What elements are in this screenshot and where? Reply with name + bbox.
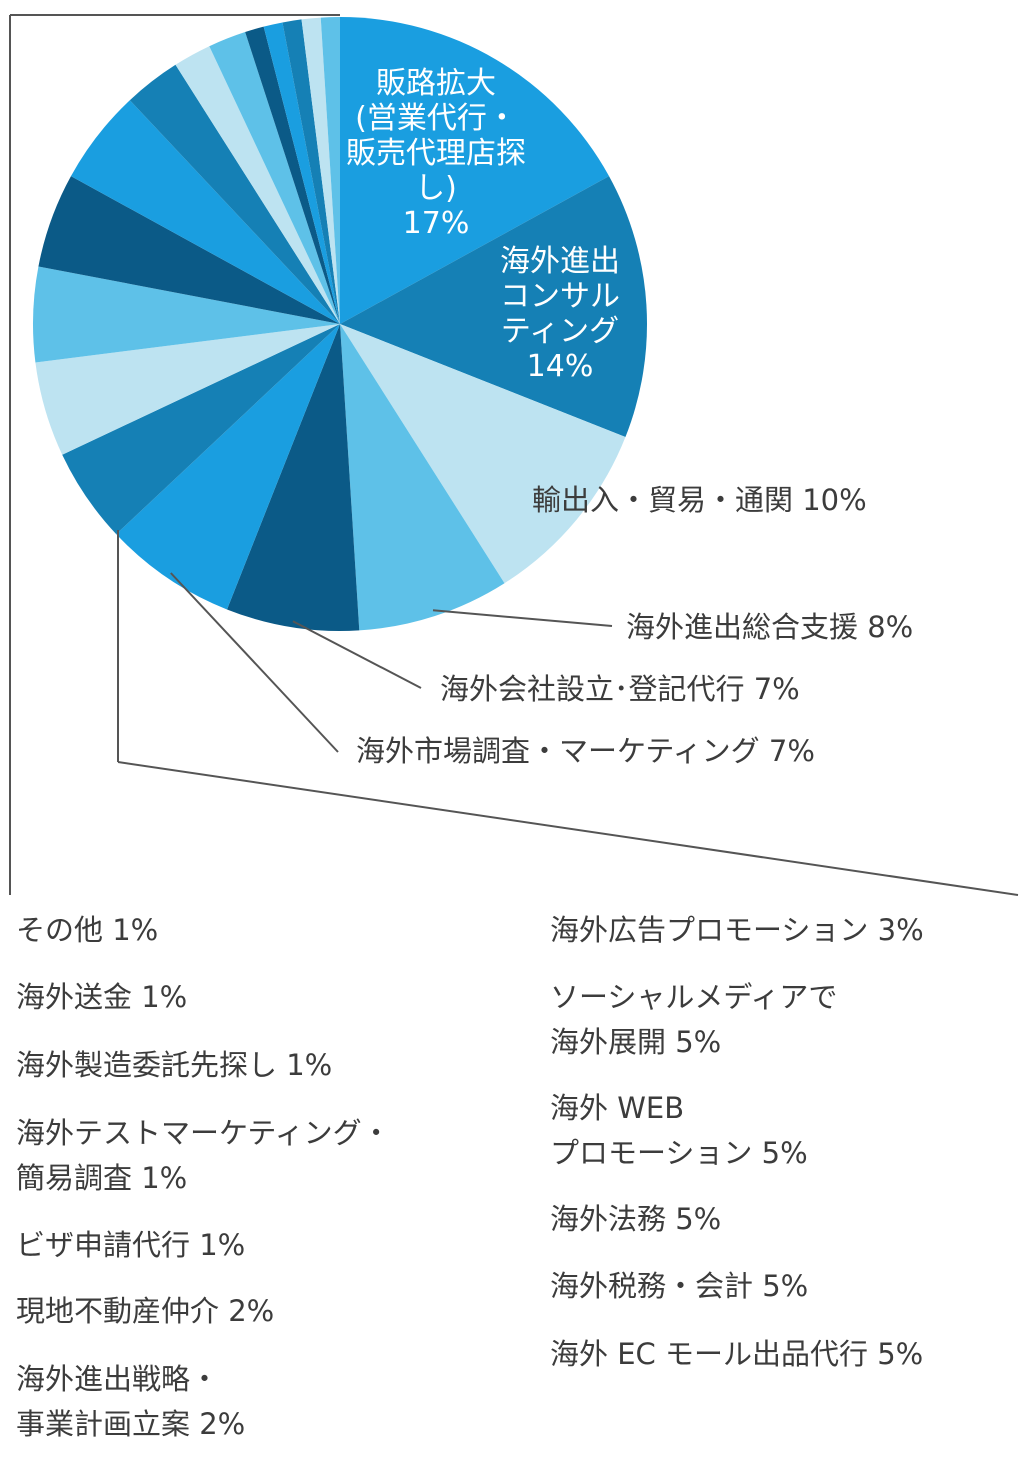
legend-item-remittance: 海外送金 1% <box>16 980 188 1014</box>
leader-line-company-setup <box>292 620 422 689</box>
pie-slice-9 <box>38 176 340 324</box>
slice-label-import-export: 輸出入・貿易・通関 10% <box>532 483 867 517</box>
pie-slice-0 <box>340 17 610 324</box>
slice-label-sales-expansion: 販路拡大 (営業代行・ 販売代理店探し) 17% <box>346 66 526 241</box>
pie-slice-12 <box>175 46 340 324</box>
pie-slice-18 <box>320 17 340 324</box>
legend-item-visa: ビザ申請代行 1% <box>16 1228 246 1262</box>
pie-slice-2 <box>340 324 626 584</box>
pie-slice-8 <box>32 266 341 363</box>
pie-slice-15 <box>263 22 340 324</box>
pie-slice-1 <box>340 176 648 438</box>
legend-item-ec-mall: 海外 EC モール出品代行 5% <box>550 1337 924 1371</box>
slice-label-consulting: 海外進出 コンサル ティング 14% <box>500 244 620 384</box>
legend-item-test-marketing: 海外テストマーケティング・ 簡易調査 1% <box>16 1116 391 1195</box>
legend-item-tax: 海外税務・会計 5% <box>550 1269 809 1303</box>
dotted-guide-diagonal <box>117 761 1019 896</box>
pie-slice-16 <box>282 19 340 324</box>
pie-slice-6 <box>62 324 340 535</box>
slice-label-overseas-support: 海外進出総合支援 8% <box>626 610 914 644</box>
slice-label-market-research: 海外市場調査・マーケティング 7% <box>356 734 815 768</box>
legend-item-advertising: 海外広告プロモーション 3% <box>550 913 924 947</box>
legend-item-other: その他 1% <box>16 913 159 947</box>
pie-slice-14 <box>245 26 340 324</box>
pie-slice-13 <box>209 32 340 324</box>
pie-slice-17 <box>301 17 340 325</box>
pie-slice-5 <box>116 324 341 610</box>
legend-item-manufacturing: 海外製造委託先探し 1% <box>16 1048 333 1082</box>
pie-slice-3 <box>340 324 505 631</box>
slice-label-company-setup: 海外会社設立･登記代行 7% <box>440 672 800 706</box>
legend-item-web-promotion: 海外 WEB プロモーション 5% <box>550 1091 808 1170</box>
legend-item-strategy: 海外進出戦略・ 事業計画立案 2% <box>16 1362 246 1441</box>
pie-slice-10 <box>70 100 340 325</box>
legend-item-legal: 海外法務 5% <box>550 1202 722 1236</box>
pie-slice-11 <box>129 64 340 324</box>
legend-item-real-estate: 現地不動産仲介 2% <box>16 1294 275 1328</box>
leader-line-market-research <box>170 572 339 753</box>
pie-slice-7 <box>35 324 341 455</box>
leader-line-overseas-support <box>432 609 613 627</box>
legend-item-social-media: ソーシャルメディアで 海外展開 5% <box>550 980 838 1059</box>
pie-slice-4 <box>226 324 360 631</box>
